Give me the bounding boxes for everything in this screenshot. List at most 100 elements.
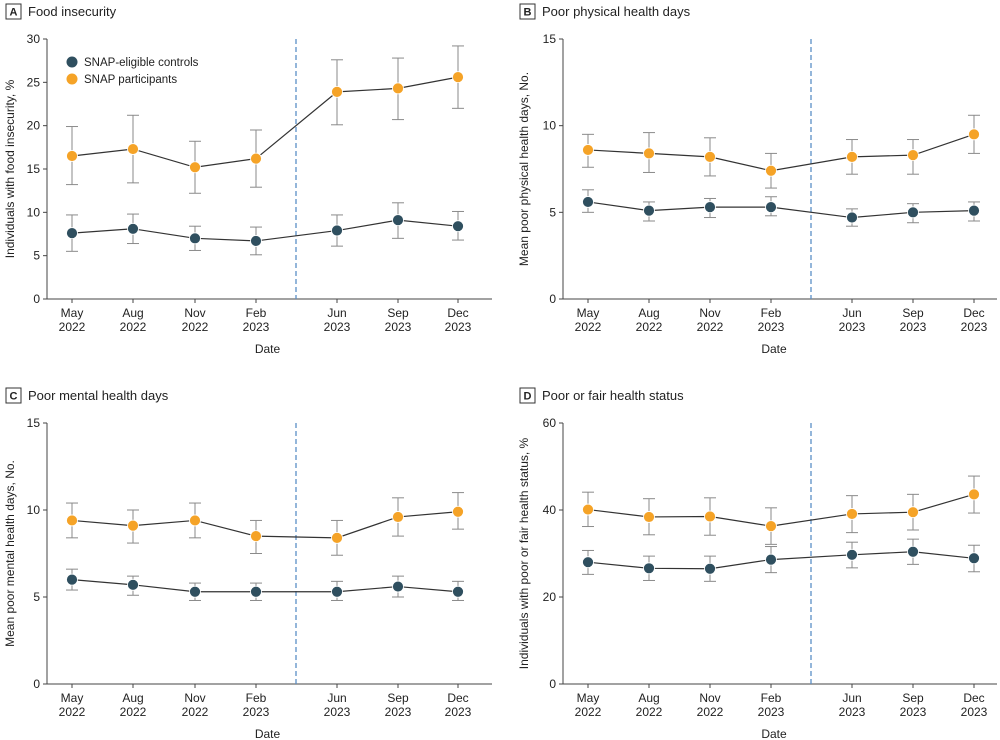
controls-data-point [907, 206, 919, 219]
x-tick-label: Dec [963, 306, 984, 320]
participants-data-point [643, 511, 655, 523]
controls-data-point [127, 578, 139, 591]
participants-data-point [189, 161, 201, 174]
y-tick-label: 10 [543, 119, 557, 133]
x-tick-label: Feb [246, 306, 267, 320]
x-tick-label: Sep [902, 691, 924, 705]
x-tick-label: 2022 [59, 320, 86, 334]
x-tick-label: 2023 [243, 705, 270, 719]
x-tick-label: Nov [699, 691, 720, 705]
x-tick-label: Aug [638, 306, 659, 320]
x-tick-label: 2022 [575, 320, 602, 334]
participants-data-point [189, 514, 201, 527]
participants-data-point [704, 150, 716, 163]
y-tick-label: 60 [543, 416, 557, 430]
x-axis-title: Date [761, 342, 787, 356]
x-tick-label: Dec [963, 691, 984, 705]
x-tick-label: Jun [842, 691, 861, 705]
x-tick-label: 2023 [243, 320, 270, 334]
controls-data-point [704, 562, 716, 575]
x-axis-title: Date [255, 727, 281, 740]
panel-d: D Poor or fair health status0204060May202… [517, 387, 997, 740]
controls-data-point [392, 580, 404, 593]
y-axis-title: Mean poor physical health days, No. [517, 72, 531, 266]
x-tick-label: 2022 [636, 705, 663, 719]
x-tick-label: May [61, 691, 84, 705]
participants-data-point [582, 503, 594, 516]
y-tick-label: 30 [27, 32, 41, 46]
controls-data-point [250, 235, 262, 247]
panel-b: B Poor physical health days051015May2022A… [517, 3, 997, 356]
participants-data-point [66, 514, 78, 527]
controls-data-point [127, 222, 139, 235]
y-tick-label: 25 [27, 75, 41, 89]
participants-data-point [392, 511, 404, 523]
participants-data-point [331, 531, 343, 544]
x-tick-label: 2023 [445, 705, 472, 719]
controls-data-point [452, 585, 464, 598]
y-tick-label: 20 [543, 590, 557, 604]
controls-data-point [643, 204, 655, 217]
x-tick-label: Jun [327, 306, 346, 320]
controls-data-point [331, 224, 343, 237]
panel-title: Poor or fair health status [542, 388, 684, 403]
x-tick-label: Nov [699, 306, 720, 320]
participants-data-point [250, 530, 262, 542]
participants-data-point [968, 128, 980, 141]
x-tick-label: 2023 [385, 705, 412, 719]
x-tick-label: 2023 [758, 705, 785, 719]
panel-letter-box [5, 3, 22, 20]
panel-letter-box [5, 387, 22, 404]
participants-data-point [66, 150, 78, 162]
x-tick-label: 2023 [758, 320, 785, 334]
y-tick-label: 0 [549, 292, 556, 306]
y-tick-label: 15 [27, 162, 41, 176]
controls-data-point [846, 548, 858, 561]
participants-data-point [250, 152, 262, 165]
legend-marker [66, 56, 78, 68]
panel-c: C Poor mental health days051015May2022Aug… [3, 387, 492, 740]
x-tick-label: 2023 [900, 705, 927, 719]
x-tick-label: 2023 [839, 705, 866, 719]
x-tick-label: 2022 [182, 705, 209, 719]
participants-data-point [127, 519, 139, 532]
controls-data-point [907, 545, 919, 558]
x-tick-label: Dec [447, 691, 468, 705]
y-tick-label: 10 [27, 503, 41, 517]
legend-marker [66, 73, 78, 85]
x-tick-label: Dec [447, 306, 468, 320]
controls-data-point [968, 204, 980, 217]
legend-label: SNAP-eligible controls [84, 57, 199, 69]
participants-data-point [907, 149, 919, 162]
x-tick-label: Feb [246, 691, 267, 705]
participants-data-point [452, 71, 464, 84]
participants-data-point [127, 143, 139, 155]
panel-letter: D [524, 391, 532, 403]
x-tick-label: 2023 [900, 320, 927, 334]
participants-data-point [765, 520, 777, 532]
controls-data-point [66, 573, 78, 586]
participants-data-point [968, 488, 980, 501]
participants-data-point [846, 150, 858, 163]
controls-data-point [189, 232, 201, 245]
panel-letter: A [10, 7, 18, 19]
y-tick-label: 10 [27, 205, 41, 219]
x-tick-label: 2022 [120, 705, 147, 719]
controls-data-point [582, 556, 594, 569]
x-axis-title: Date [761, 727, 787, 740]
x-tick-label: 2023 [839, 320, 866, 334]
controls-data-point [765, 201, 777, 214]
y-tick-label: 40 [543, 503, 557, 517]
legend-label: SNAP participants [84, 74, 177, 86]
y-tick-label: 5 [33, 590, 40, 604]
controls-data-point [582, 196, 594, 208]
controls-data-point [66, 227, 78, 240]
x-tick-label: 2022 [120, 320, 147, 334]
y-tick-label: 5 [33, 249, 40, 263]
controls-data-point [968, 552, 980, 565]
x-tick-label: May [61, 306, 84, 320]
y-tick-label: 15 [543, 32, 557, 46]
x-tick-label: 2023 [324, 320, 351, 334]
controls-data-point [452, 220, 464, 233]
x-tick-label: 2023 [961, 705, 988, 719]
